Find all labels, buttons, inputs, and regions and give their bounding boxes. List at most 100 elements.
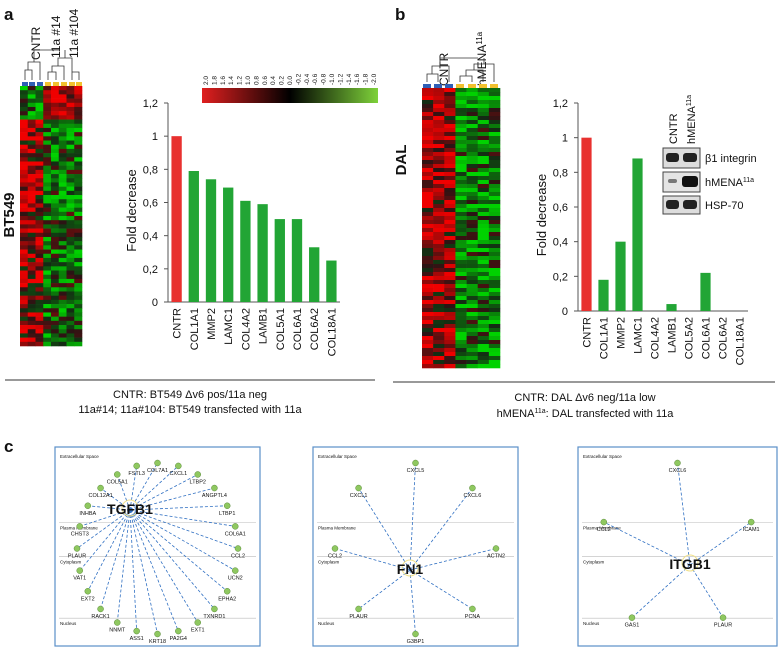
heatmap-cell bbox=[74, 228, 83, 234]
heatmap-cell bbox=[43, 186, 52, 192]
heatmap-cell bbox=[58, 316, 67, 322]
heatmap-cell bbox=[58, 127, 67, 133]
heatmap-cell bbox=[35, 241, 44, 246]
heatmap-cell bbox=[51, 249, 60, 255]
heatmap-cell bbox=[433, 188, 445, 193]
heatmap-cell bbox=[51, 245, 60, 250]
heatmap-cell bbox=[35, 115, 44, 120]
color-scale-label: 0.0 bbox=[287, 76, 294, 85]
heatmap-cell bbox=[20, 291, 29, 296]
heatmap-cell bbox=[444, 108, 456, 113]
group-marker bbox=[468, 84, 476, 88]
group-marker bbox=[22, 82, 28, 86]
heatmap-cell bbox=[455, 92, 467, 97]
network-node bbox=[355, 484, 362, 492]
heatmap-cell bbox=[488, 216, 501, 221]
heatmap-cell bbox=[422, 88, 434, 93]
heatmap-cell bbox=[444, 340, 456, 345]
heatmap-cell bbox=[455, 276, 467, 281]
heatmap-cell bbox=[422, 252, 434, 257]
x-tick-label: COL4A2 bbox=[650, 317, 662, 359]
heatmap-cell bbox=[74, 161, 83, 166]
heatmap-cell bbox=[466, 152, 479, 157]
heatmap-cell bbox=[444, 140, 456, 145]
heatmap-cell bbox=[27, 224, 36, 229]
heatmap-cell bbox=[20, 278, 29, 284]
heatmap-cell bbox=[51, 190, 60, 196]
heatmap-cell bbox=[35, 199, 44, 204]
heatmap-cell bbox=[422, 328, 434, 333]
heatmap-cell bbox=[433, 344, 445, 349]
heatmap-cell bbox=[477, 172, 490, 177]
heatmap-cell bbox=[488, 340, 501, 345]
heatmap-cell bbox=[455, 96, 467, 101]
network-edge bbox=[87, 509, 131, 592]
heatmap-cell bbox=[27, 270, 36, 276]
heatmap-cell bbox=[43, 257, 52, 263]
heatmap-cell bbox=[422, 160, 434, 165]
heatmap-cell bbox=[444, 284, 456, 289]
heatmap-cell bbox=[51, 262, 60, 267]
heatmap-cell bbox=[27, 337, 36, 343]
network-edge bbox=[677, 462, 691, 566]
heatmap-cell bbox=[433, 256, 445, 261]
heatmap-cell bbox=[66, 90, 75, 95]
heatmap-cell bbox=[455, 292, 467, 297]
heatmap-cell bbox=[444, 348, 456, 353]
heatmap-cell bbox=[66, 341, 75, 347]
heatmap-cell bbox=[51, 186, 60, 192]
heatmap-cell bbox=[455, 316, 467, 321]
heatmap-cell bbox=[477, 148, 490, 153]
heatmap-cell bbox=[27, 90, 36, 95]
heatmap-cell bbox=[477, 312, 490, 317]
heatmap-cell bbox=[433, 252, 445, 257]
heatmap-cell bbox=[433, 112, 445, 117]
heatmap-cell bbox=[477, 140, 490, 145]
heatmap-cell bbox=[35, 287, 44, 292]
heatmap-cell bbox=[488, 300, 501, 305]
heatmap-cell bbox=[477, 272, 490, 277]
color-scale-label: -1.0 bbox=[329, 73, 336, 85]
heatmap-cell bbox=[66, 257, 75, 263]
heatmap-cell bbox=[35, 178, 44, 183]
heatmap-cell bbox=[51, 140, 60, 146]
heatmap-cell bbox=[58, 102, 67, 108]
heatmap-cell bbox=[488, 272, 501, 277]
heatmap-cell bbox=[43, 320, 52, 326]
heatmap-cell bbox=[20, 211, 29, 217]
heatmap-cell bbox=[466, 160, 479, 165]
heatmap-cell bbox=[466, 108, 479, 113]
group-label: hMENA11a bbox=[475, 31, 489, 86]
heatmap-cell bbox=[466, 164, 479, 169]
heatmap-cell bbox=[43, 241, 52, 246]
heatmap-cell bbox=[74, 266, 83, 271]
network-box bbox=[312, 446, 519, 647]
heatmap-cell bbox=[58, 195, 67, 200]
color-scale-label: 0.2 bbox=[279, 76, 286, 85]
network-node bbox=[114, 619, 121, 626]
heatmap-cell bbox=[422, 360, 434, 365]
heatmap-cell bbox=[488, 168, 501, 173]
color-scale-label: 1.0 bbox=[245, 76, 252, 85]
heatmap-cell bbox=[488, 92, 501, 97]
node-label: INHBA bbox=[79, 511, 96, 517]
color-scale-label: 1.2 bbox=[237, 76, 244, 85]
heatmap-cell bbox=[488, 88, 501, 93]
heatmap-cell bbox=[477, 128, 490, 133]
y-tick-label: 0,6 bbox=[553, 202, 568, 214]
heatmap-cell bbox=[51, 127, 60, 133]
heatmap-cell bbox=[20, 190, 29, 196]
heatmap-cell bbox=[51, 329, 60, 334]
heatmap-cell bbox=[66, 127, 75, 133]
heatmap-cell bbox=[444, 120, 456, 125]
heatmap-cell bbox=[477, 352, 490, 357]
heatmap-cell bbox=[20, 115, 29, 120]
compartment-label: Plasma Membrane bbox=[583, 526, 621, 531]
heatmap-cell bbox=[455, 308, 467, 313]
heatmap-cell bbox=[51, 270, 60, 276]
heatmap-cell bbox=[466, 228, 479, 233]
network-edge bbox=[129, 474, 198, 511]
heatmap-cell bbox=[455, 140, 467, 145]
heatmap-cell bbox=[58, 111, 67, 116]
heatmap-cell bbox=[74, 174, 83, 179]
